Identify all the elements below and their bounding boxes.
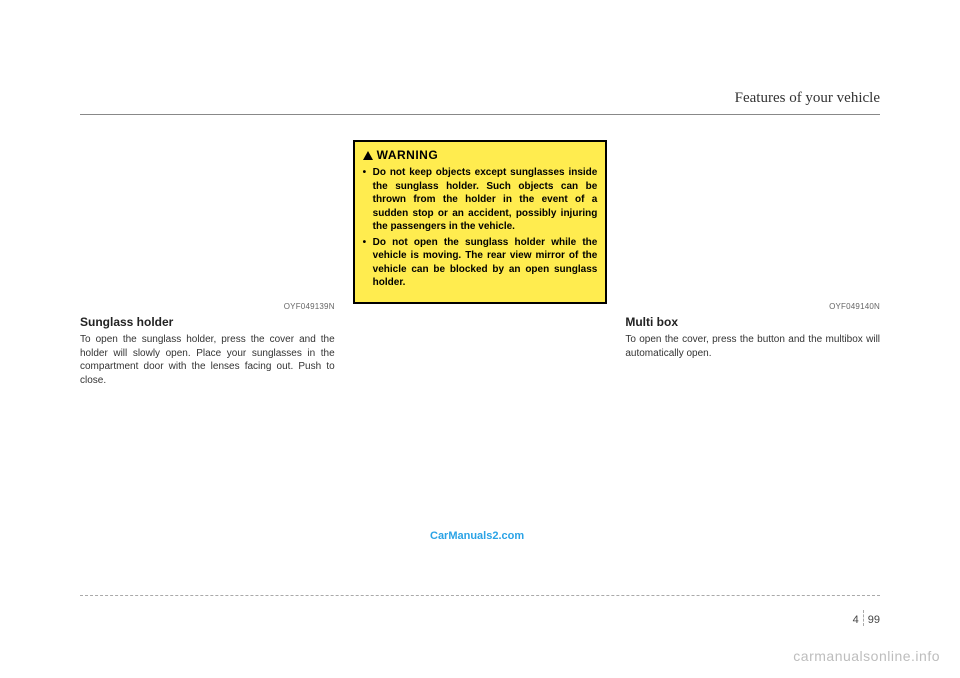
bottom-watermark: carmanualsonline.info: [793, 648, 940, 664]
page-number: 4 99: [849, 610, 880, 626]
warning-box: WARNING Do not keep objects except sungl…: [353, 140, 608, 304]
sunglass-holder-title: Sunglass holder: [80, 315, 335, 329]
header-title: Features of your vehicle: [735, 90, 880, 107]
image-code-1: OYF049139N: [80, 302, 335, 311]
footer: 4 99: [80, 595, 880, 596]
warning-header: WARNING: [363, 148, 598, 162]
footer-rule: [80, 595, 880, 596]
section-number: 4: [849, 610, 864, 626]
sunglass-holder-body: To open the sunglass holder, press the c…: [80, 333, 335, 387]
column-2: WARNING Do not keep objects except sungl…: [353, 140, 608, 387]
sunglass-holder-image: [80, 140, 335, 300]
warning-list: Do not keep objects except sunglasses in…: [363, 166, 598, 290]
warning-icon: [363, 151, 373, 160]
page-area: Features of your vehicle OYF049139N Sung…: [80, 90, 880, 600]
multibox-title: Multi box: [625, 315, 880, 329]
column-1: OYF049139N Sunglass holder To open the s…: [80, 140, 335, 387]
watermark-link: CarManuals2.com: [430, 530, 524, 542]
warning-item-2: Do not open the sunglass holder while th…: [363, 236, 598, 290]
image-code-2: OYF049140N: [625, 302, 880, 311]
content-columns: OYF049139N Sunglass holder To open the s…: [80, 140, 880, 387]
multibox-image: [625, 140, 880, 300]
warning-label: WARNING: [377, 148, 439, 162]
page-num: 99: [864, 610, 880, 626]
warning-item-1: Do not keep objects except sunglasses in…: [363, 166, 598, 234]
header-rule: [80, 114, 880, 115]
multibox-body: To open the cover, press the button and …: [625, 333, 880, 360]
column-3: OYF049140N Multi box To open the cover, …: [625, 140, 880, 387]
